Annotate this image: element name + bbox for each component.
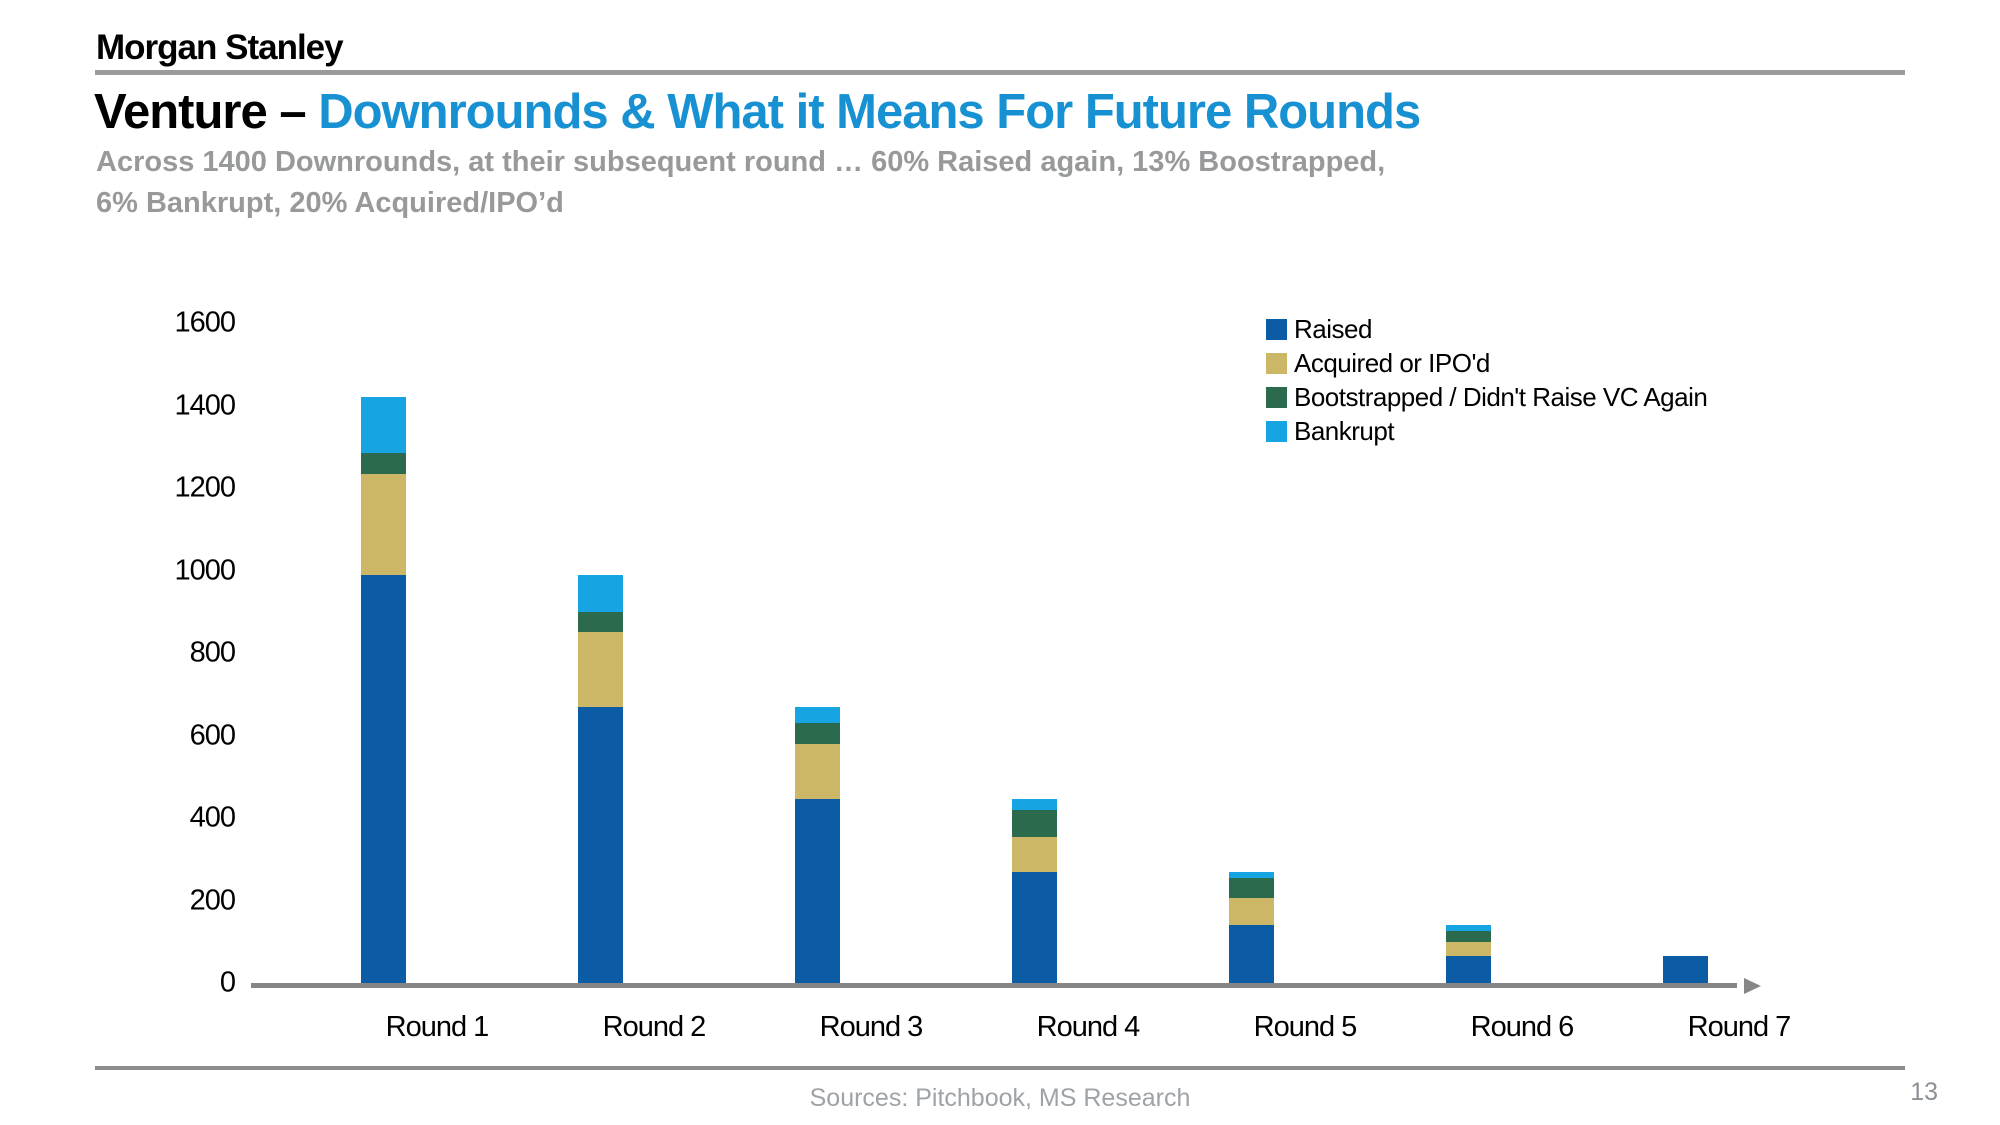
- bar-group: Round 6: [1446, 323, 1598, 1043]
- stack-segment-bootstrapped: [361, 452, 406, 474]
- page-title-accent: Downrounds & What it Means For Future Ro…: [318, 85, 1421, 139]
- y-axis-tick-label: 1400: [174, 389, 236, 421]
- stack-segment-bankrupt: [1012, 799, 1057, 810]
- y-axis-tick-label: 0: [219, 966, 236, 999]
- x-axis-category-label: Round 6: [1470, 1011, 1575, 1043]
- stack-segment-bankrupt: [795, 706, 840, 724]
- legend-swatch-icon: [1266, 352, 1287, 374]
- page-title-black: Venture –: [94, 85, 307, 139]
- y-axis-tick-label: 400: [189, 801, 236, 834]
- x-axis-category-label: Round 4: [1036, 1011, 1141, 1043]
- stack-segment-acquired: [578, 632, 623, 707]
- x-axis-category-label: Round 5: [1253, 1011, 1358, 1043]
- stack-segment-bootstrapped: [1446, 931, 1491, 942]
- x-axis-line: [251, 983, 1737, 988]
- axis-arrow-icon: [1744, 978, 1761, 994]
- morgan-stanley-logo: Morgan Stanley: [96, 28, 344, 67]
- footer-divider: [95, 1066, 1905, 1070]
- y-axis-tick-label: 800: [189, 636, 236, 669]
- bar-group: Round 1: [361, 323, 513, 1043]
- stack-segment-bootstrapped: [578, 611, 623, 633]
- y-axis-tick-label: 1000: [174, 554, 236, 586]
- subtitle-line1: Across 1400 Downrounds, at their subsequ…: [96, 146, 1386, 178]
- stack-segment-bootstrapped: [795, 723, 840, 744]
- legend-swatch-icon: [1266, 318, 1287, 340]
- raised-bar: [1663, 956, 1708, 983]
- legend-label: Bankrupt: [1294, 415, 1395, 446]
- x-axis-category-label: Round 2: [602, 1011, 707, 1043]
- y-axis-tick-label: 1600: [174, 306, 236, 339]
- stack-segment-bankrupt: [361, 397, 406, 453]
- stack-segment-bankrupt: [1446, 925, 1491, 932]
- stack-segment-acquired: [1446, 941, 1491, 957]
- legend-label: Bootstrapped / Didn't Raise VC Again: [1294, 381, 1708, 412]
- legend-label: Raised: [1294, 313, 1372, 344]
- x-axis-category-label: Round 1: [385, 1011, 490, 1043]
- legend-item: Acquired or IPO'd: [1266, 346, 1707, 380]
- subtitle-line2: 6% Bankrupt, 20% Acquired/IPO’d: [96, 187, 564, 219]
- y-axis-tick-label: 200: [189, 884, 236, 916]
- stack-segment-acquired: [1229, 898, 1274, 926]
- x-axis-category-label: Round 7: [1687, 1011, 1792, 1043]
- bar-group: Round 5: [1229, 323, 1381, 1043]
- legend-item: Raised: [1266, 312, 1707, 346]
- bar-group: Round 3: [795, 323, 947, 1043]
- page-title: Venture – Downrounds & What it Means For…: [94, 84, 1421, 140]
- header-divider: [95, 70, 1905, 75]
- stack-segment-acquired: [361, 473, 406, 575]
- legend-label: Acquired or IPO'd: [1294, 347, 1490, 378]
- bar-group: Round 4: [1012, 323, 1164, 1043]
- bar-group: Round 2: [578, 323, 730, 1043]
- bar-group: Round 7: [1663, 323, 1815, 1043]
- page-number: 13: [1910, 1078, 1938, 1106]
- y-axis-tick-label: 1200: [174, 471, 236, 504]
- subtitle: Across 1400 Downrounds, at their subsequ…: [96, 142, 1385, 224]
- y-axis-tick-label: 600: [189, 719, 236, 751]
- stack-segment-bootstrapped: [1012, 809, 1057, 837]
- legend-item: Bootstrapped / Didn't Raise VC Again: [1266, 380, 1708, 414]
- stack-segment-bankrupt: [1229, 871, 1274, 878]
- legend-swatch-icon: [1266, 420, 1287, 442]
- x-axis-category-label: Round 3: [819, 1011, 924, 1043]
- sources-text: Sources: Pitchbook, MS Research: [809, 1084, 1191, 1112]
- chart-legend: Raised Acquired or IPO'd Bootstrapped / Di…: [1266, 312, 1708, 448]
- downrounds-chart-plot: 0 200 400 600 800 1000 1200 1400 1600 Round 1 Roun…: [174, 307, 1791, 1044]
- stack-segment-acquired: [1012, 836, 1057, 872]
- stack-segment-acquired: [795, 743, 840, 800]
- legend-item: Bankrupt: [1266, 414, 1707, 448]
- legend-swatch-icon: [1266, 386, 1287, 408]
- stack-segment-bankrupt: [578, 574, 623, 612]
- stack-segment-bootstrapped: [1229, 877, 1274, 899]
